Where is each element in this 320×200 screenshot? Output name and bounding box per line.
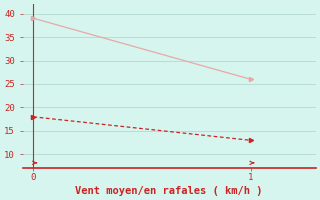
X-axis label: Vent moyen/en rafales ( km/h ): Vent moyen/en rafales ( km/h ) [76,186,263,196]
